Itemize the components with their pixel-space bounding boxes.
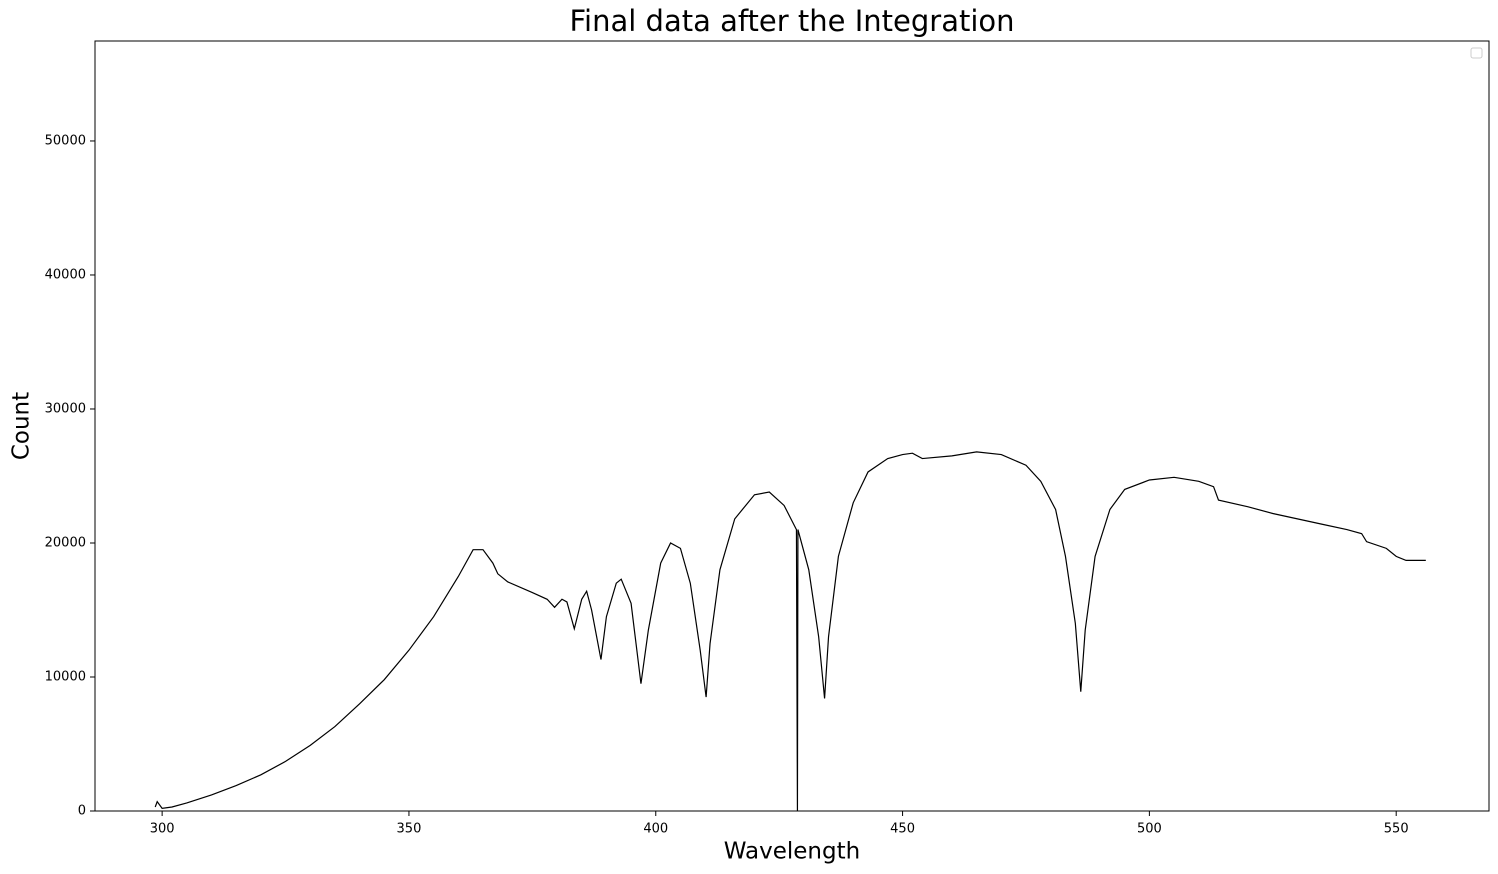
x-axis-label: Wavelength [724, 839, 860, 865]
x-tick-label: 300 [150, 822, 175, 837]
y-tick-label: 30000 [45, 401, 86, 416]
x-tick-label: 400 [643, 822, 668, 837]
y-tick-label: 40000 [45, 267, 86, 282]
legend-box [1470, 47, 1483, 59]
chart-title: Final data after the Integration [569, 4, 1014, 38]
y-tick-label: 10000 [45, 669, 86, 684]
x-tick-label: 450 [890, 822, 915, 837]
data-line [154, 451, 1426, 812]
x-tick-label: 350 [397, 822, 422, 837]
y-axis-label: Count [9, 392, 35, 460]
x-tick-label: 550 [1384, 822, 1409, 837]
y-tick-label: 20000 [45, 535, 86, 550]
y-tick-label: 0 [78, 804, 86, 819]
plot-frame [94, 40, 1490, 812]
y-tick-label: 50000 [45, 133, 86, 148]
x-tick-label: 500 [1137, 822, 1162, 837]
